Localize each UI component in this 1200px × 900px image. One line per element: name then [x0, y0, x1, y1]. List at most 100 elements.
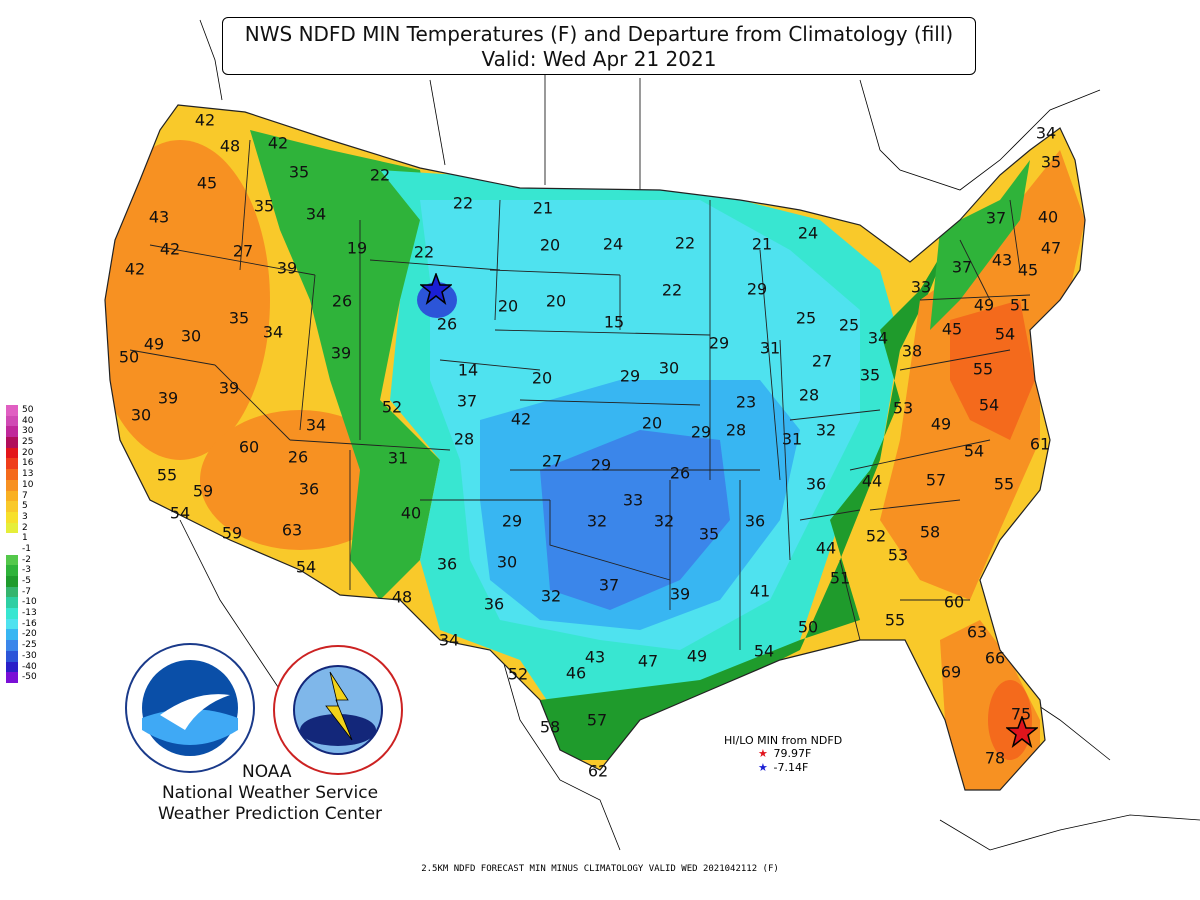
temp-value: 63 [966, 622, 988, 642]
temp-value: 36 [436, 554, 458, 574]
hilo-header: HI/LO MIN from NDFD [724, 734, 843, 747]
legend-label: -30 [22, 650, 37, 661]
legend-label: -1 [22, 543, 31, 554]
temp-value: 20 [497, 296, 519, 316]
temp-value: 35 [253, 196, 275, 216]
temp-value: 58 [539, 717, 561, 737]
legend-label: 3 [22, 511, 28, 522]
temp-value: 27 [232, 241, 254, 261]
temp-value: 49 [143, 334, 165, 354]
legend-swatch [6, 672, 18, 683]
temp-value: 69 [940, 662, 962, 682]
temp-value: 30 [496, 552, 518, 572]
temp-value: 34 [867, 328, 889, 348]
temp-value: 25 [795, 308, 817, 328]
temp-value: 62 [587, 761, 609, 781]
temp-value: 35 [1040, 152, 1062, 172]
hi-min-star-icon [1006, 716, 1038, 748]
temp-value: 35 [698, 524, 720, 544]
legend-swatch [6, 469, 18, 480]
temp-value: 36 [805, 474, 827, 494]
legend-swatch [6, 426, 18, 438]
legend-swatch [6, 629, 18, 641]
temp-value: 22 [369, 165, 391, 185]
temp-value: 59 [221, 523, 243, 543]
legend-label: -25 [22, 640, 37, 651]
temp-value: 30 [658, 358, 680, 378]
legend-swatch [6, 576, 18, 587]
legend-item: -50 [6, 672, 56, 683]
legend-label: 10 [22, 479, 34, 490]
legend-item: 10 [6, 479, 56, 491]
temp-value: 49 [930, 414, 952, 434]
legend-swatch [6, 405, 18, 416]
legend-item: -1 [6, 543, 56, 555]
temp-value: 50 [797, 617, 819, 637]
temp-value: 21 [532, 198, 554, 218]
legend-item: 5 [6, 501, 56, 512]
temp-value: 35 [859, 365, 881, 385]
temp-value: 20 [641, 413, 663, 433]
temp-value: 51 [829, 568, 851, 588]
hilo-legend: HI/LO MIN from NDFD ★ 79.97F ★ -7.14F [718, 734, 868, 775]
temp-value: 78 [984, 748, 1006, 768]
legend-label: 25 [22, 437, 34, 448]
temp-value: 42 [124, 259, 146, 279]
legend-label: -7 [22, 586, 31, 597]
temp-value: 39 [157, 388, 179, 408]
temp-value: 19 [346, 238, 368, 258]
legend-item: -13 [6, 608, 56, 619]
map-valid-date: Valid: Wed Apr 21 2021 [481, 47, 717, 71]
legend-swatch [6, 511, 18, 523]
legend-swatch [6, 543, 18, 555]
legend-item: 20 [6, 447, 56, 459]
legend-swatch [6, 640, 18, 651]
temp-value: 42 [267, 133, 289, 153]
legend-swatch [6, 437, 18, 448]
legend-label: -5 [22, 576, 31, 586]
temp-value: 54 [753, 641, 775, 661]
temp-value: 26 [287, 447, 309, 467]
temp-value: 39 [276, 258, 298, 278]
temp-value: 51 [1009, 295, 1031, 315]
temp-value: 39 [218, 378, 240, 398]
temp-value: 34 [305, 415, 327, 435]
temp-value: 31 [759, 338, 781, 358]
legend-item: 16 [6, 458, 56, 470]
temp-value: 63 [281, 520, 303, 540]
temp-value: 30 [130, 405, 152, 425]
temp-value: 34 [262, 322, 284, 342]
temp-value: 22 [661, 280, 683, 300]
legend-item: 30 [6, 426, 56, 438]
legend-label: -50 [22, 672, 37, 683]
legend-item: -7 [6, 586, 56, 598]
temp-value: 31 [387, 448, 409, 468]
temp-value: 45 [196, 173, 218, 193]
temp-value: 26 [669, 463, 691, 483]
temp-value: 29 [501, 511, 523, 531]
temp-value: 59 [192, 481, 214, 501]
temp-value: 47 [637, 651, 659, 671]
temp-value: 29 [619, 366, 641, 386]
legend-swatch [6, 501, 18, 512]
legend-item: -10 [6, 597, 56, 609]
temp-value: 32 [586, 511, 608, 531]
temp-value: 54 [295, 557, 317, 577]
lo-star-icon: ★ [758, 761, 768, 774]
temp-value: 32 [540, 586, 562, 606]
lo-min-star-icon [420, 273, 452, 305]
temp-value: 32 [653, 511, 675, 531]
legend-label: -3 [22, 565, 31, 576]
temp-value: 28 [453, 429, 475, 449]
legend-item: 7 [6, 490, 56, 502]
legend-swatch [6, 522, 18, 534]
temp-value: 28 [798, 385, 820, 405]
temp-value: 52 [507, 664, 529, 684]
temp-value: 47 [1040, 238, 1062, 258]
temp-value: 55 [993, 474, 1015, 494]
temp-value: 49 [973, 295, 995, 315]
temp-value: 34 [438, 630, 460, 650]
legend-label: 16 [22, 458, 34, 469]
temp-value: 52 [865, 526, 887, 546]
